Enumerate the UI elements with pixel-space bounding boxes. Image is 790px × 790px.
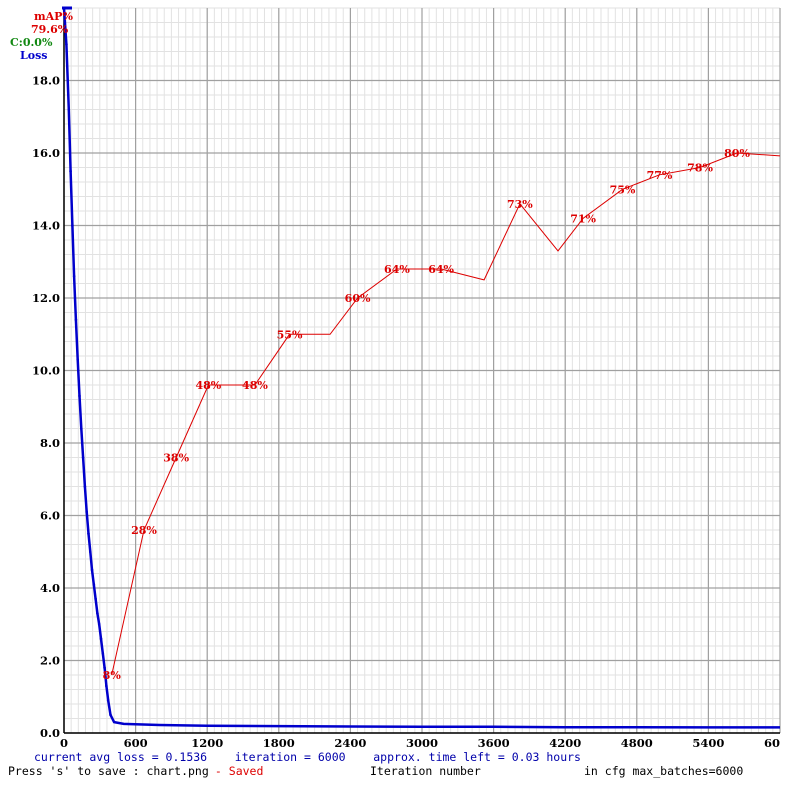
loss-series [62,6,780,729]
y-tick-label: 12.0 [32,291,60,305]
x-tick-label: 4800 [621,736,653,750]
loss-point [97,622,101,626]
loss-point [106,699,110,702]
loss-point [101,651,105,655]
map-data-label: 60% [345,292,371,305]
loss-point [92,583,96,586]
loss-point [65,42,68,46]
max-batches-label: in cfg max_batches=6000 [584,764,743,778]
y-tick-label: 4.0 [40,581,60,595]
map-data-label: 77% [647,169,673,182]
y-tick-label: 8.0 [40,436,60,450]
x-tick-labels: 0 600 1200 1800 2400 3000 3600 4200 4800 5400 60 [60,736,780,750]
map-series: 8% 28% 38% 48% 48% 55% 60% 64% 64% 73% 71% 75% 77% 78… [103,147,781,682]
loss-point [81,456,85,459]
map-data-label: 48% [196,379,222,392]
map-data-label: 38% [163,452,189,465]
x-tick-label: 1200 [191,736,223,750]
y-tick-label: 10.0 [32,364,60,378]
map-data-label: 78% [687,162,713,175]
x-tick-label: 2400 [334,736,366,750]
loss-point [96,612,99,615]
map-data-label: 55% [277,328,303,341]
loss-point [69,169,72,173]
loss-point [67,108,71,111]
loss-point [87,532,90,535]
x-tick-label: 1800 [263,736,295,750]
y-tick-labels: 0.0 2.0 4.0 6.0 8.0 10.0 12.0 14.0 16.0 18.0 [32,74,60,741]
map-line [111,152,781,676]
map-data-label: 64% [428,263,454,276]
loss-point [71,224,74,227]
loss-point [62,6,66,10]
y-tick-label: 14.0 [32,219,60,233]
legend-map-label: mAP% [34,10,73,23]
loss-point [105,684,108,688]
x-tick-label: 3000 [406,736,438,750]
save-hint: Press 's' to save : chart.png [8,764,209,778]
loss-point [80,427,83,430]
save-status: - Saved [208,764,263,778]
x-axis-label: Iteration number [370,764,481,778]
loss-point [90,568,94,572]
loss-point [109,713,112,717]
loss-point [88,550,92,554]
loss-point [103,666,106,670]
x-tick-label: 600 [124,736,148,750]
legend-loss-label: Loss [20,49,47,62]
y-tick-label: 18.0 [32,74,60,88]
map-data-label: 48% [242,379,268,392]
major-grid [63,8,781,734]
x-tick-label: 60 [764,736,780,750]
x-tick-label: 3600 [478,736,510,750]
legend-c-label: C:0.0% [10,36,53,49]
loss-point [94,597,97,601]
loss-point [99,637,103,641]
legend-map-value: 79.6% [31,23,69,36]
y-tick-label: 2.0 [40,654,60,668]
y-tick-label: 6.0 [40,509,60,523]
loss-line [62,7,780,729]
x-tick-label: 4200 [549,736,581,750]
loss-point [72,274,76,278]
map-data-label: 8% [103,669,122,682]
x-tick-label: 0 [60,736,68,750]
loss-point [85,510,88,514]
y-tick-label: 16.0 [32,146,60,160]
status-line: current avg loss = 0.1536 iteration = 60… [34,750,581,764]
map-data-label: 75% [610,183,636,196]
map-data-label: 73% [507,198,533,211]
loss-point [83,485,87,488]
x-tick-label: 5400 [692,736,724,750]
map-data-label: 28% [131,524,157,537]
loss-point [74,318,78,322]
map-data-label: 71% [570,212,596,225]
map-data-label: 64% [384,263,410,276]
map-data-label: 80% [724,147,750,160]
loss-point [78,394,81,398]
loss-point [76,358,80,361]
y-tick-label: 0.0 [40,726,60,740]
